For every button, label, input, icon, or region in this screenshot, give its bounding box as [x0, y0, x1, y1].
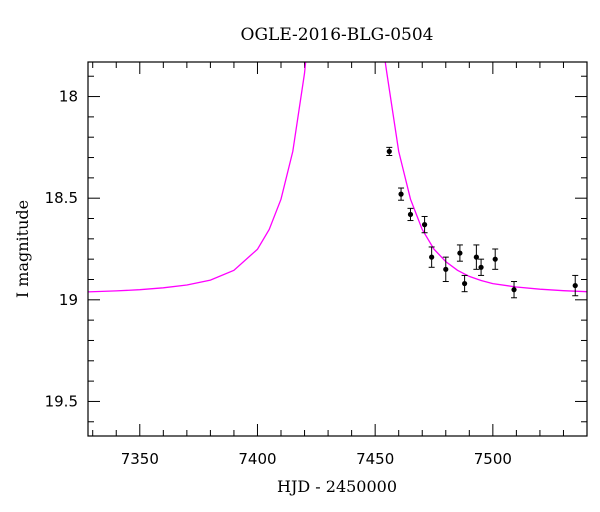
data-points-group: [386, 146, 579, 299]
y-axis-label: I magnitude: [13, 200, 32, 298]
x-tick-label: 7450: [356, 450, 394, 468]
chart-title: OGLE-2016-BLG-0504: [241, 25, 434, 45]
x-tick-label: 7400: [238, 450, 276, 468]
x-tick-label: 7350: [121, 450, 159, 468]
model-curve-group: [88, 62, 587, 293]
model-curve: [88, 62, 587, 293]
data-point: [511, 287, 517, 293]
data-point: [457, 250, 463, 256]
data-point: [492, 256, 498, 262]
y-tick-label: 18: [59, 88, 78, 106]
data-point: [478, 264, 484, 270]
data-point: [407, 211, 414, 218]
data-point: [429, 254, 435, 260]
y-tick-label: 19.5: [45, 392, 78, 410]
data-point: [473, 254, 479, 260]
y-tick-label: 18.5: [45, 189, 78, 207]
y-tick-label: 19: [59, 291, 78, 309]
data-point: [572, 282, 578, 289]
plot-frame: [87, 61, 588, 437]
data-point: [386, 148, 392, 155]
axes: 7350 7400 7450 7500 18 18.5 19 19.5: [45, 62, 588, 468]
data-point: [443, 266, 449, 272]
data-point: [421, 222, 428, 228]
data-point: [462, 280, 468, 287]
x-axis-label: HJD - 2450000: [277, 477, 397, 496]
x-tick-label: 7500: [474, 450, 512, 468]
data-point: [398, 191, 404, 197]
